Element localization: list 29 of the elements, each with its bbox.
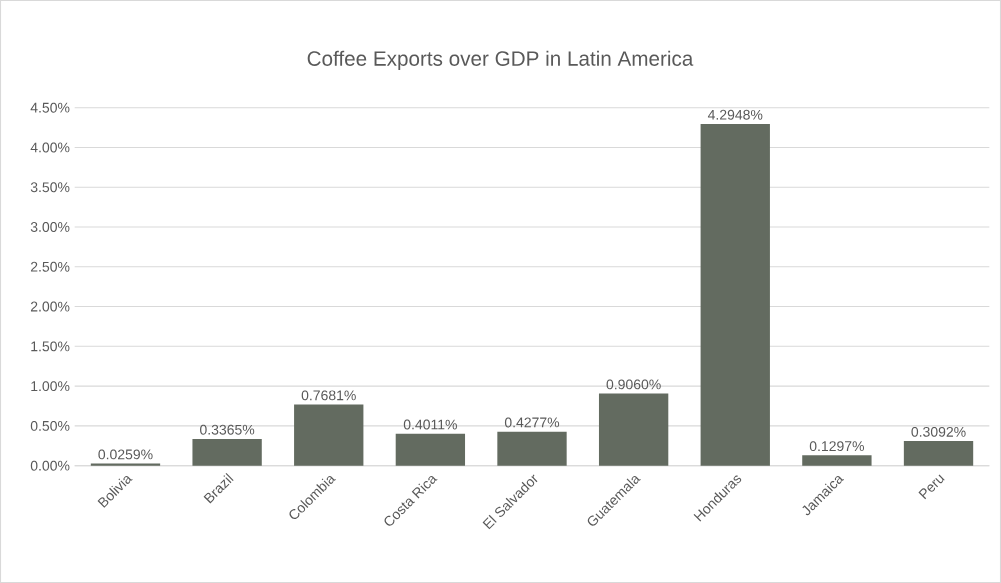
y-tick-label: 1.00% <box>31 381 70 392</box>
y-tick-label: 2.00% <box>30 301 70 312</box>
data-label: 0.0259% <box>98 449 153 460</box>
y-tick-label: 4.50% <box>30 102 70 113</box>
bar <box>903 441 974 466</box>
bar <box>598 393 669 466</box>
bar <box>497 431 567 466</box>
y-tick-label: 2.50% <box>30 261 70 272</box>
data-label: 0.3092% <box>911 426 966 437</box>
data-label: 4.2948% <box>707 109 763 120</box>
data-label: 0.3365% <box>200 424 255 435</box>
y-tick-label: 3.00% <box>30 222 70 232</box>
bar <box>700 123 770 466</box>
bar <box>192 438 262 466</box>
y-tick-label: 0.00% <box>30 460 70 471</box>
data-label: 0.4277% <box>504 417 560 428</box>
bar <box>802 455 872 466</box>
y-tick-label: 0.50% <box>30 420 70 431</box>
bar <box>294 404 364 466</box>
data-label: 0.4011% <box>403 419 457 430</box>
data-label: 0.9060% <box>606 379 661 390</box>
y-tick-label: 1.50% <box>31 341 70 352</box>
data-label: 0.7681% <box>301 390 356 401</box>
bar <box>90 463 161 466</box>
y-tick-label: 3.50% <box>30 182 70 193</box>
y-tick-label: 4.00% <box>30 142 70 153</box>
data-label: 0.1297% <box>809 441 865 452</box>
chart-title: Coffee Exports over GDP in Latin America <box>307 50 694 70</box>
bar <box>395 433 466 466</box>
